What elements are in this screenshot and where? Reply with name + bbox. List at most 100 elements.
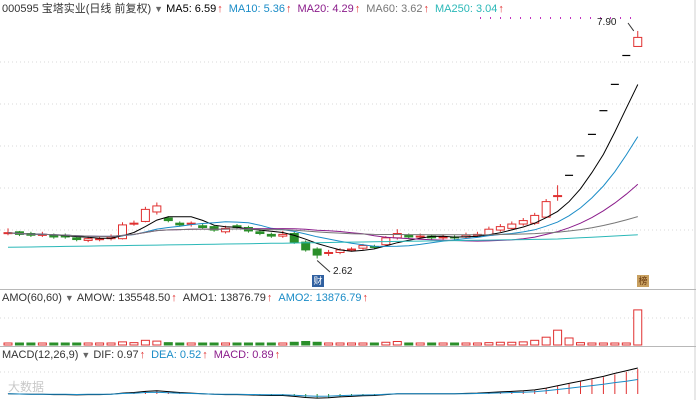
ma10-line (7, 136, 639, 247)
up-arrow-icon: ↑ (266, 292, 273, 304)
candle-body (83, 238, 93, 241)
amo2-label: AMO2: 13876.79 (278, 292, 362, 304)
amo-bar (255, 342, 265, 346)
triangle-down-icon[interactable]: ▼ (154, 4, 164, 14)
amo-bar (347, 342, 356, 346)
candle-body (324, 251, 334, 254)
main-indicator-header: 000595 宝塔实业(日线 前复权) ▼ MA5: 6.59↑ MA10: 5.36… (2, 2, 510, 16)
candle-body (507, 223, 517, 229)
amo-bar (175, 342, 185, 346)
amo-indicator-header: AMO(60,60) ▼ AMOW: 135548.50↑ AMO1: 13876.7… (2, 291, 374, 305)
high-price-label: 7.90 (597, 17, 617, 28)
triangle-down-icon[interactable]: ▼ (81, 350, 91, 360)
candle-body (633, 36, 643, 47)
amo-bar (621, 342, 631, 346)
candle-body (163, 217, 173, 222)
low-price-label: 2.62 (333, 266, 353, 277)
amo-bar (60, 342, 70, 346)
amo-bar (587, 342, 597, 346)
candle-body (72, 237, 82, 241)
amo-bar (461, 342, 471, 346)
candle-body (553, 195, 563, 198)
candle-body (266, 233, 276, 237)
candle-body (541, 201, 551, 218)
candle-body (255, 231, 265, 235)
low-marker-arrow (316, 260, 331, 273)
dif-line (7, 367, 638, 399)
amo-bar (129, 342, 139, 346)
panel-divider[interactable] (0, 289, 696, 290)
amo-bar (392, 340, 402, 346)
up-arrow-icon: ↑ (202, 349, 208, 361)
amo-bar (49, 342, 59, 346)
candle-body (415, 235, 425, 238)
candle-body (209, 226, 219, 231)
amo-bar (404, 342, 414, 346)
watermark: 大数据 (8, 380, 45, 394)
amo-bar (3, 342, 13, 346)
candle-body (495, 226, 505, 231)
dea-line (7, 379, 638, 397)
amo-bar (324, 342, 334, 346)
candle-body (129, 222, 139, 225)
up-arrow-icon: ↑ (362, 292, 369, 304)
amo-bar (209, 342, 219, 346)
amo-bar (72, 342, 82, 346)
ma250-line (7, 234, 638, 248)
amo-bar (450, 342, 460, 346)
amo-bar (221, 342, 231, 346)
candle-body (347, 248, 356, 251)
amo-bar (83, 342, 93, 346)
dea-label: DEA: 0.52 (151, 349, 202, 361)
candle-body (221, 227, 231, 233)
amo-bar (243, 342, 253, 346)
amo-bar (106, 342, 116, 346)
candle-body (95, 238, 105, 241)
amo-bar (152, 340, 162, 346)
candle-body (198, 225, 208, 228)
amo-bar (140, 339, 150, 346)
amo1-label: AMO1: 13876.79 (182, 292, 266, 304)
panel-divider[interactable] (0, 346, 696, 347)
ma250-label: MA250: 3.04 (435, 3, 498, 15)
amo-bar (541, 336, 551, 346)
amo-bar (553, 329, 563, 346)
candle-body (289, 233, 299, 243)
amo-bar (438, 342, 448, 346)
amo-bar (518, 341, 528, 346)
candle-body (518, 220, 528, 225)
up-arrow-icon: ↑ (171, 292, 177, 304)
amo-bar (633, 309, 643, 346)
amo-bar (576, 342, 585, 346)
candle-body (301, 241, 311, 251)
candle-body (312, 248, 322, 256)
candle-body (49, 234, 59, 238)
up-arrow-icon: ↑ (285, 3, 292, 15)
amo-bar (530, 339, 540, 346)
triangle-down-icon[interactable]: ▼ (64, 293, 74, 303)
stock-title[interactable]: 000595 宝塔实业(日线 前复权) (2, 3, 152, 15)
amo-bar (37, 342, 47, 346)
candle-body (118, 224, 127, 240)
billboard-badge[interactable]: 榜 (637, 275, 649, 287)
amo-bar (427, 342, 437, 346)
amo-bar (564, 337, 574, 346)
amo-bar (118, 341, 127, 346)
amo-bar (484, 342, 494, 346)
up-arrow-icon: ↑ (217, 3, 223, 15)
amo-bar (232, 342, 242, 346)
amo-bar (266, 342, 276, 346)
macd-title[interactable]: MACD(12,26,9) (2, 349, 79, 361)
amo-bar (26, 342, 36, 346)
amo-bar (610, 342, 620, 346)
finance-badge[interactable]: 财 (312, 275, 324, 287)
amo-bar (312, 341, 322, 346)
amo-title[interactable]: AMO(60,60) (2, 292, 62, 304)
candle-body (278, 233, 288, 237)
amow-label: AMOW: 135548.50 (76, 292, 171, 304)
amo-bar (495, 341, 505, 346)
ma20-label: MA20: 4.29 (297, 3, 354, 15)
macd-value-label: MACD: 0.89 (213, 349, 274, 361)
up-arrow-icon: ↑ (274, 349, 281, 361)
